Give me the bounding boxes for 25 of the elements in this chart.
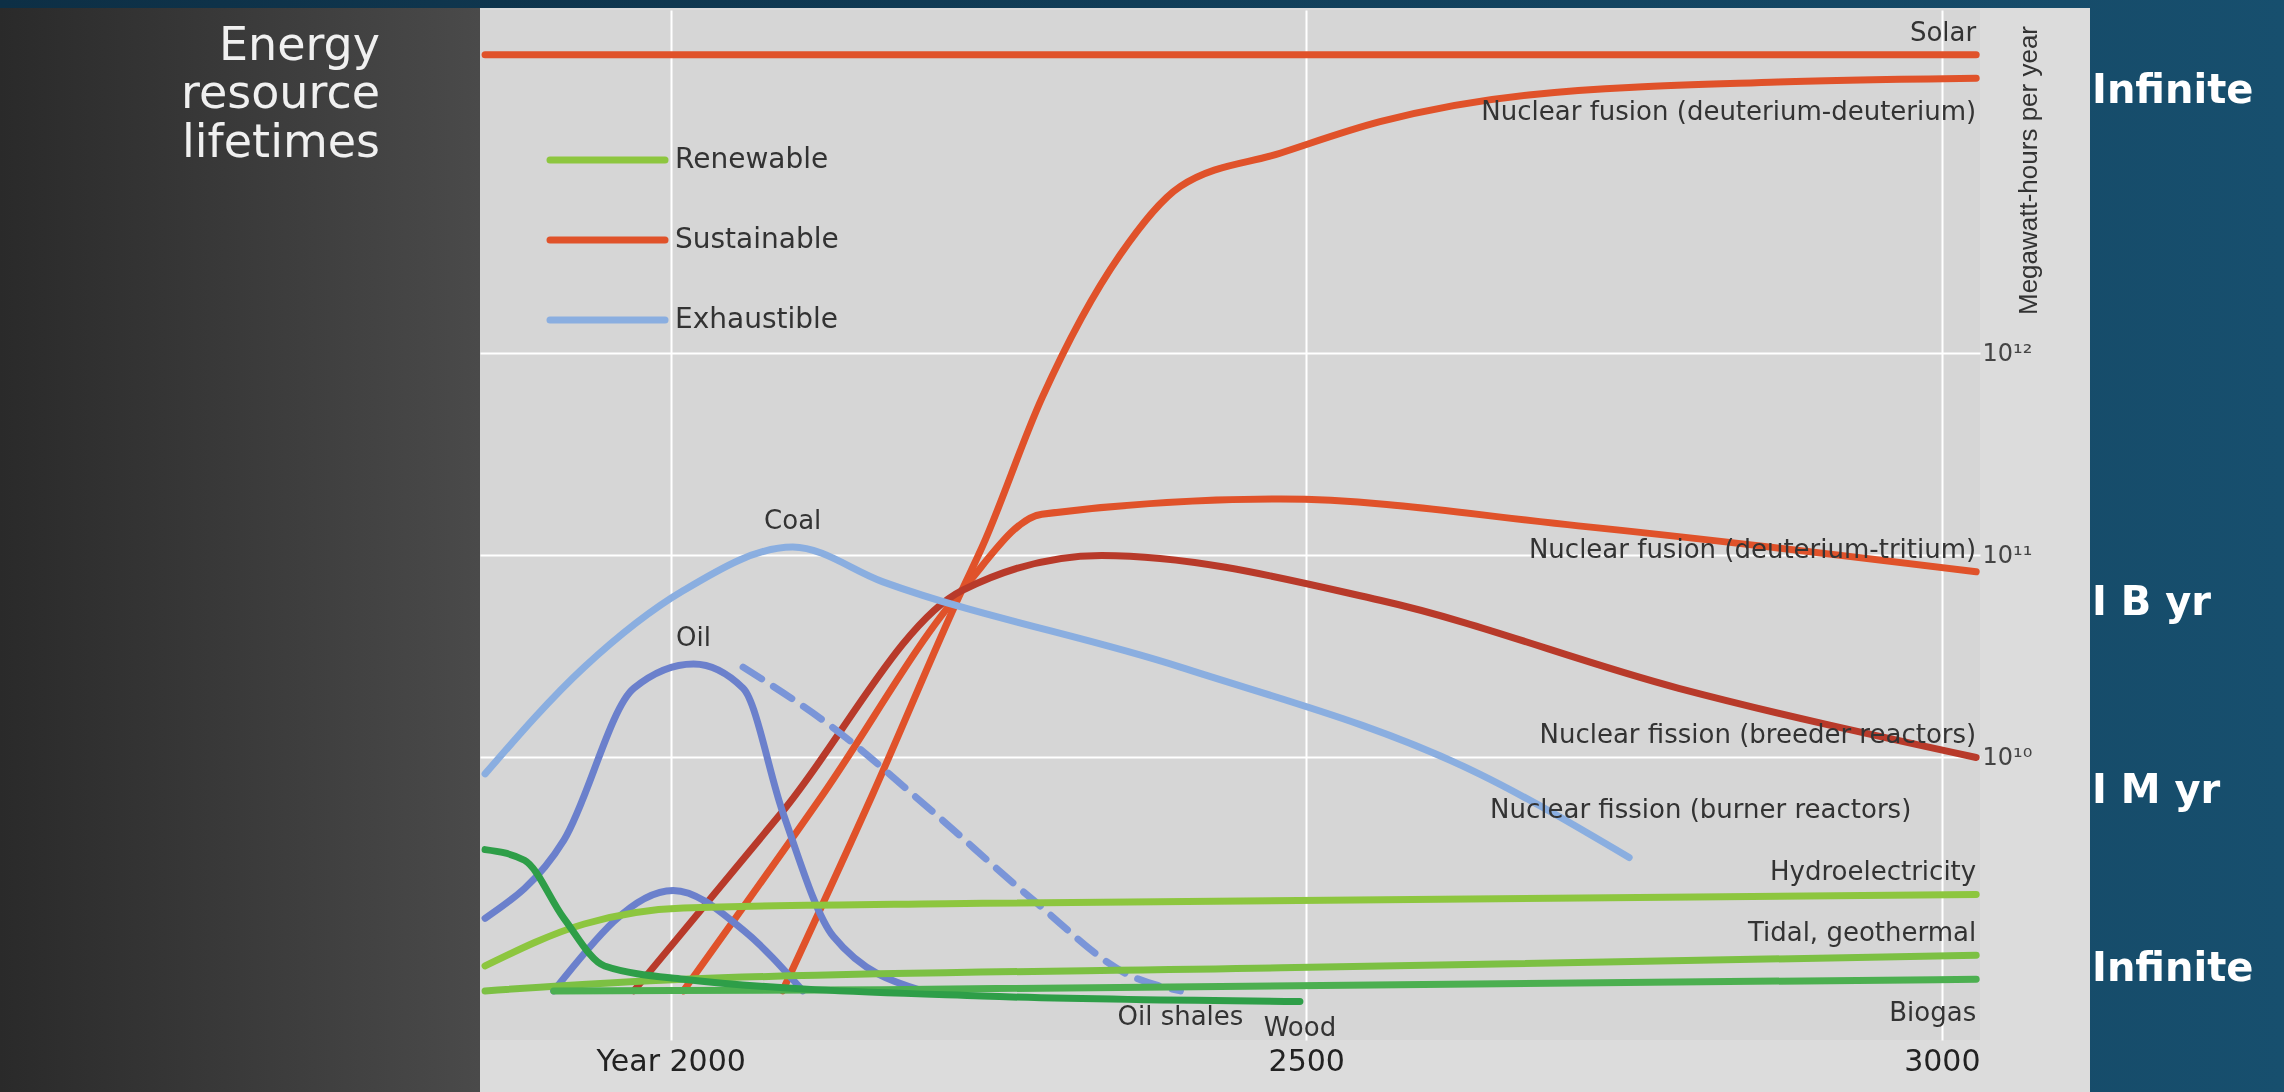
series-label: Hydroelectricity (1770, 856, 1977, 887)
series-label: Biogas (1889, 997, 1977, 1028)
series-label: Oil shales (1117, 1000, 1244, 1031)
text: Infinite (2092, 944, 2254, 990)
text: I M yr (2092, 766, 2221, 812)
series-label: Coal (764, 505, 822, 536)
text: Energy resource lifetimes (180, 17, 380, 168)
annotation: Renewable (675, 142, 829, 175)
series-label: Tidal, geothermal (1746, 917, 1977, 948)
annotation: Nuclear fission (burner reactors) (1490, 794, 1912, 824)
y-tick-label: 10¹⁰ (1982, 743, 2033, 771)
annotation: Exhaustible (675, 302, 839, 335)
x-tick-label: Year 2000 (595, 1042, 746, 1078)
series-label: Oil (676, 622, 712, 653)
y-tick-label: 10¹¹ (1982, 540, 2033, 569)
series-label: Solar (1909, 16, 1977, 47)
x-tick-label: 2500 (1268, 1042, 1345, 1078)
text: Infinite (2092, 66, 2254, 112)
series-label: Nuclear fusion (deuterium-deuterium) (1481, 96, 1977, 127)
y-tick-label: 10¹² (1982, 338, 2033, 367)
text: I B yr (2092, 578, 2212, 624)
x-tick-label: 3000 (1904, 1042, 1981, 1078)
y-axis-title: Megawatt-hours per year (2013, 25, 2044, 316)
annotation: Sustainable (675, 222, 839, 255)
series-label: Wood (1263, 1011, 1337, 1042)
